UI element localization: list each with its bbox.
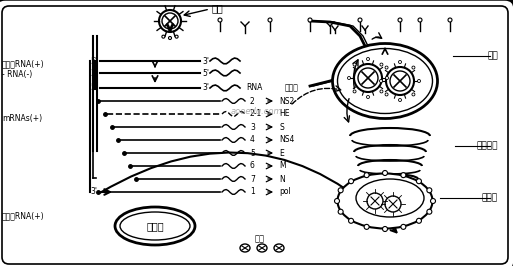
Circle shape xyxy=(385,77,388,80)
Circle shape xyxy=(358,18,362,22)
Ellipse shape xyxy=(338,48,432,114)
Text: N: N xyxy=(279,174,285,184)
Circle shape xyxy=(386,67,414,95)
Circle shape xyxy=(427,209,432,214)
Text: 3': 3' xyxy=(90,188,97,197)
Circle shape xyxy=(385,196,401,212)
Text: 细胞核: 细胞核 xyxy=(146,221,164,231)
Text: 5: 5 xyxy=(250,148,255,157)
Ellipse shape xyxy=(115,207,195,245)
Circle shape xyxy=(380,90,383,93)
Circle shape xyxy=(417,218,422,223)
Circle shape xyxy=(399,98,402,102)
Circle shape xyxy=(354,64,382,92)
Circle shape xyxy=(385,66,388,69)
Text: - RNA(-): - RNA(-) xyxy=(2,69,32,78)
Text: 内质网: 内质网 xyxy=(482,193,498,202)
Circle shape xyxy=(367,193,383,209)
Circle shape xyxy=(218,18,222,22)
Text: 5': 5' xyxy=(202,69,209,77)
Circle shape xyxy=(162,13,178,29)
Circle shape xyxy=(358,68,378,88)
Circle shape xyxy=(399,60,402,64)
Circle shape xyxy=(417,179,422,184)
Circle shape xyxy=(168,36,171,39)
Text: 受体: 受体 xyxy=(212,3,224,13)
Circle shape xyxy=(366,57,369,60)
Circle shape xyxy=(159,10,181,32)
Text: 基因组RNA(+): 基因组RNA(+) xyxy=(2,211,45,221)
Text: 核酸: 核酸 xyxy=(255,235,265,243)
Circle shape xyxy=(430,198,436,203)
Ellipse shape xyxy=(240,244,250,252)
Text: 3: 3 xyxy=(250,123,255,131)
Circle shape xyxy=(334,198,340,203)
Text: S: S xyxy=(279,123,284,131)
Text: 6: 6 xyxy=(250,161,255,171)
Circle shape xyxy=(412,66,415,69)
Ellipse shape xyxy=(356,179,424,217)
Circle shape xyxy=(348,218,353,223)
Text: 蛋白质: 蛋白质 xyxy=(285,84,299,93)
Ellipse shape xyxy=(274,244,284,252)
Circle shape xyxy=(418,18,422,22)
Text: aooedu.com: aooedu.com xyxy=(230,106,282,115)
Text: 3': 3' xyxy=(202,56,209,65)
Circle shape xyxy=(338,209,343,214)
Circle shape xyxy=(348,179,353,184)
Circle shape xyxy=(162,35,165,38)
Text: 1: 1 xyxy=(250,188,255,197)
Ellipse shape xyxy=(332,44,438,118)
Circle shape xyxy=(268,18,272,22)
Text: 高尔基体: 高尔基体 xyxy=(477,142,498,151)
Text: 5': 5' xyxy=(90,56,97,65)
Ellipse shape xyxy=(257,244,267,252)
Circle shape xyxy=(448,18,452,22)
Circle shape xyxy=(175,35,178,38)
Circle shape xyxy=(364,173,369,178)
Ellipse shape xyxy=(120,212,190,240)
Circle shape xyxy=(390,71,410,91)
Circle shape xyxy=(412,93,415,96)
Circle shape xyxy=(418,80,421,82)
Text: 5': 5' xyxy=(90,84,97,93)
Circle shape xyxy=(308,18,312,22)
Text: E: E xyxy=(279,148,284,157)
Text: 4: 4 xyxy=(250,135,255,144)
Circle shape xyxy=(380,63,383,66)
Text: 囊泡: 囊泡 xyxy=(487,52,498,60)
Circle shape xyxy=(427,188,432,193)
Circle shape xyxy=(401,224,406,229)
Circle shape xyxy=(353,90,356,93)
Circle shape xyxy=(401,173,406,178)
Circle shape xyxy=(398,18,402,22)
Circle shape xyxy=(380,80,383,82)
Circle shape xyxy=(383,171,387,176)
Text: 7: 7 xyxy=(250,174,255,184)
Circle shape xyxy=(353,63,356,66)
Circle shape xyxy=(385,93,388,96)
Text: NS2: NS2 xyxy=(279,97,294,106)
Text: 3': 3' xyxy=(90,69,97,77)
Text: HE: HE xyxy=(279,110,289,118)
Text: 基因组RNA(+): 基因组RNA(+) xyxy=(2,60,45,69)
Circle shape xyxy=(383,227,387,231)
Text: RNA: RNA xyxy=(246,84,262,93)
Text: pol: pol xyxy=(279,188,291,197)
Circle shape xyxy=(364,224,369,229)
Text: 2: 2 xyxy=(250,97,255,106)
Text: 3': 3' xyxy=(202,84,209,93)
Circle shape xyxy=(347,77,350,80)
Text: NS4: NS4 xyxy=(279,135,294,144)
Circle shape xyxy=(366,95,369,98)
Text: mRNAs(+): mRNAs(+) xyxy=(2,114,42,123)
Circle shape xyxy=(338,188,343,193)
Text: 2-1: 2-1 xyxy=(250,110,262,118)
Text: M: M xyxy=(279,161,286,171)
Ellipse shape xyxy=(338,173,432,228)
